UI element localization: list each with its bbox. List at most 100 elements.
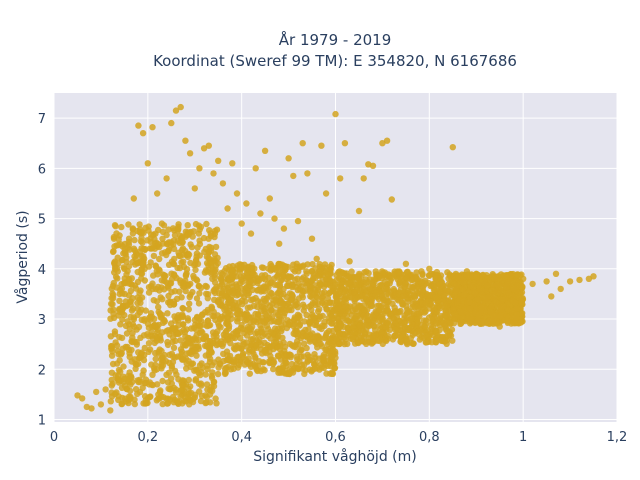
scatter-point — [111, 390, 119, 398]
scatter-point — [131, 253, 138, 260]
scatter-point — [349, 323, 357, 331]
scatter-point — [207, 348, 215, 355]
scatter-point — [196, 226, 203, 233]
y-tick-label: 1 — [38, 413, 46, 428]
scatter-point — [136, 221, 143, 228]
scatter-point — [118, 223, 125, 231]
scatter-point — [147, 313, 154, 320]
scatter-point — [421, 323, 428, 330]
scatter-point — [170, 353, 177, 360]
y-tick-label: 6 — [38, 162, 46, 177]
scatter-point — [237, 273, 244, 280]
scatter-point — [310, 291, 317, 298]
scatter-point — [442, 337, 449, 344]
scatter-point — [437, 304, 444, 312]
scatter-point — [351, 289, 358, 296]
scatter-point — [419, 270, 426, 278]
scatter-point — [192, 257, 200, 264]
scatter-point — [159, 362, 167, 369]
scatter-point — [121, 290, 128, 298]
scatter-point — [410, 292, 418, 299]
scatter-point — [400, 293, 407, 300]
scatter-point — [333, 283, 341, 290]
scatter-point — [510, 285, 517, 293]
scatter-point — [172, 337, 179, 345]
scatter-point — [193, 332, 200, 339]
scatter-point — [332, 110, 339, 118]
scatter-point — [271, 215, 278, 222]
scatter-point — [139, 130, 147, 137]
scatter-point — [248, 336, 255, 343]
scatter-point — [381, 296, 388, 304]
scatter-point — [409, 303, 417, 310]
scatter-point — [341, 340, 348, 348]
scatter-point — [136, 289, 143, 296]
scatter-point — [436, 280, 443, 288]
scatter-point — [463, 268, 471, 275]
scatter-point — [132, 285, 140, 292]
scatter-point — [401, 320, 408, 327]
scatter-point — [135, 360, 142, 367]
scatter-point — [229, 160, 236, 167]
scatter-point — [135, 354, 143, 362]
scatter-point — [505, 289, 512, 296]
scatter-point — [261, 147, 269, 154]
scatter-point — [311, 362, 318, 369]
scatter-point — [339, 315, 347, 322]
scatter-point — [152, 355, 159, 363]
scatter-point — [115, 366, 123, 374]
scatter-point — [324, 294, 332, 302]
scatter-point — [322, 190, 330, 197]
scatter-point — [409, 276, 416, 283]
scatter-point — [401, 312, 408, 319]
scatter-point — [449, 337, 456, 344]
scatter-point — [451, 292, 458, 300]
scatter-point — [358, 292, 366, 299]
scatter-point — [336, 304, 343, 312]
scatter-point — [513, 305, 521, 312]
scatter-point — [203, 283, 210, 290]
scatter-point — [212, 243, 220, 251]
scatter-point — [144, 160, 151, 167]
scatter-point — [391, 326, 399, 333]
scatter-point — [159, 296, 166, 303]
scatter-point — [433, 328, 440, 336]
scatter-point — [221, 306, 228, 313]
scatter-point — [345, 317, 352, 324]
scatter-point — [327, 353, 334, 360]
scatter-point — [279, 301, 286, 308]
scatter-point — [414, 283, 421, 291]
scatter-point — [282, 359, 289, 366]
scatter-point — [145, 340, 153, 347]
scatter-point — [298, 291, 306, 299]
scatter-point — [148, 231, 155, 238]
scatter-point — [403, 303, 410, 310]
scatter-point — [196, 362, 204, 369]
scatter-point — [172, 389, 180, 396]
scatter-point — [208, 374, 216, 382]
scatter-point — [141, 255, 148, 262]
scatter-point — [79, 395, 86, 402]
scatter-point — [518, 299, 525, 306]
scatter-point — [168, 375, 175, 382]
scatter-point — [184, 222, 191, 229]
scatter-point — [441, 292, 448, 299]
scatter-point — [177, 103, 184, 111]
scatter-point — [290, 172, 297, 180]
scatter-point — [275, 289, 282, 296]
scatter-point — [271, 339, 278, 346]
scatter-point — [350, 328, 358, 336]
scatter-point — [461, 291, 468, 298]
scatter-point — [426, 265, 433, 272]
scatter-point — [177, 279, 184, 286]
scatter-point — [145, 289, 153, 296]
scatter-point — [430, 304, 437, 311]
scatter-point — [331, 348, 339, 355]
scatter-point — [515, 293, 522, 301]
scatter-point — [154, 190, 161, 197]
scatter-point — [508, 278, 516, 285]
scatter-point — [416, 336, 424, 343]
scatter-point — [487, 308, 494, 315]
scatter-point — [451, 286, 458, 293]
